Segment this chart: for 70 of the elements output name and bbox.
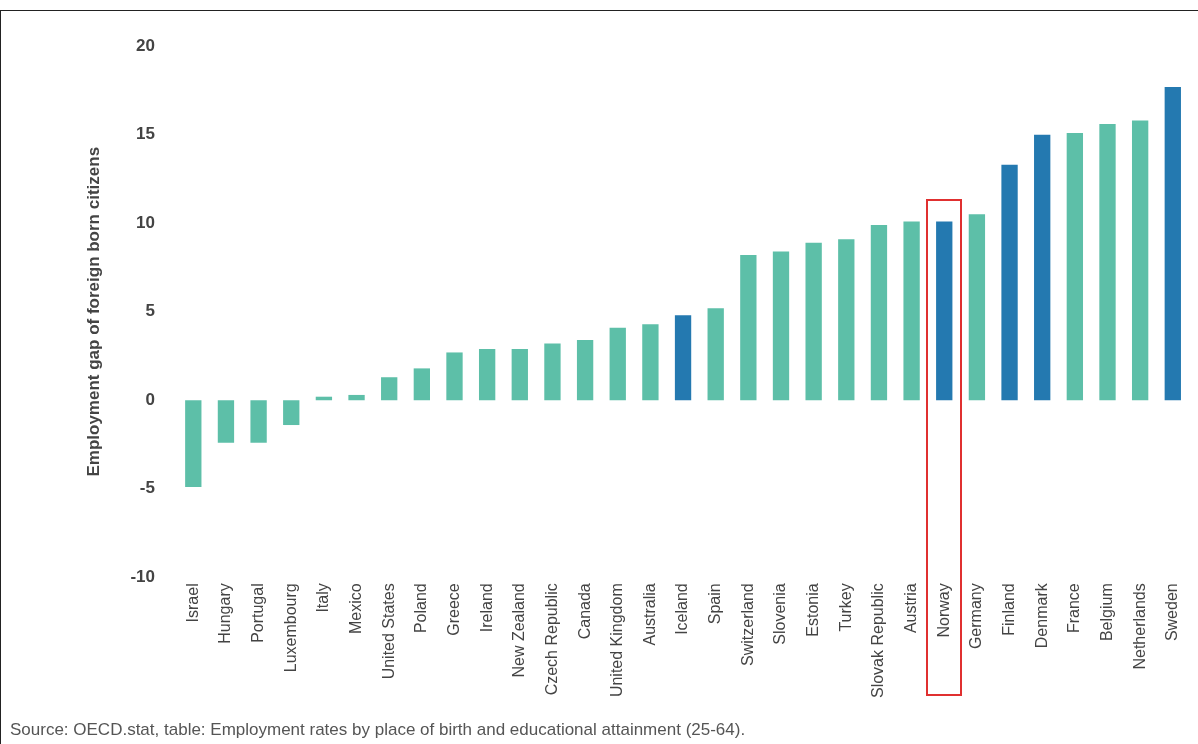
bar	[642, 324, 659, 401]
source-note: Source: OECD.stat, table: Employment rates by place of birth and educational attainment (25-64).	[10, 720, 746, 740]
y-tick-label: -10	[130, 566, 155, 586]
x-tick-label: Italy	[314, 583, 332, 613]
bar	[283, 400, 300, 426]
bar	[838, 239, 855, 401]
bar	[674, 315, 692, 401]
bar	[968, 214, 986, 401]
x-tick-label: Australia	[640, 583, 658, 646]
bar	[413, 368, 431, 401]
bar	[576, 340, 594, 401]
x-tick-label: Slovak Republic	[869, 583, 887, 699]
bar	[740, 255, 757, 401]
bar	[544, 343, 561, 401]
bar	[772, 251, 790, 401]
bar	[511, 348, 528, 401]
bar	[446, 352, 463, 401]
x-tick-label: Germany	[967, 583, 985, 650]
x-tick-label: Ireland	[477, 583, 495, 633]
x-tick-label: United States	[379, 583, 397, 680]
bar	[1131, 120, 1149, 401]
bar	[1001, 164, 1018, 401]
x-tick-label: New Zealand	[510, 583, 528, 678]
x-tick-label: Slovenia	[771, 583, 789, 645]
x-tick-label: Finland	[999, 583, 1017, 636]
y-tick-label: 10	[136, 212, 155, 232]
x-tick-label: Sweden	[1163, 583, 1181, 642]
bar	[1099, 124, 1116, 401]
bar	[250, 400, 267, 443]
x-tick-label: Hungary	[216, 583, 234, 644]
bar	[478, 348, 496, 401]
bar	[1164, 86, 1181, 401]
x-tick-label: Spain	[706, 583, 724, 625]
y-tick-label: 15	[136, 124, 155, 144]
y-axis-title: Employment gap of foreign born citizens	[83, 146, 103, 477]
x-tick-label: Austria	[902, 583, 920, 634]
x-tick-label: Estonia	[804, 583, 822, 637]
x-tick-label: Denmark	[1032, 582, 1050, 649]
bar	[903, 221, 920, 401]
bar	[185, 400, 202, 487]
x-tick-label: Belgium	[1097, 583, 1115, 642]
x-tick-label: Israel	[183, 583, 201, 623]
bar	[609, 327, 626, 401]
x-tick-label: France	[1065, 583, 1083, 634]
bar	[348, 394, 365, 401]
x-tick-label: Iceland	[673, 583, 691, 635]
bar	[381, 377, 398, 401]
bar	[1066, 132, 1084, 401]
x-tick-label: Norway	[934, 583, 952, 638]
x-tick-label: Greece	[444, 583, 462, 636]
bar	[217, 400, 235, 443]
x-tick-label: Luxembourg	[281, 583, 299, 673]
y-tick-label: 0	[145, 389, 155, 409]
x-tick-label: United Kingdom	[608, 583, 626, 698]
bar	[805, 242, 822, 401]
x-tick-label: Turkey	[836, 583, 854, 632]
x-tick-label: Portugal	[249, 583, 266, 643]
x-tick-label: Netherlands	[1130, 583, 1148, 670]
y-tick-label: 5	[145, 301, 155, 321]
x-tick-label: Poland	[412, 583, 430, 634]
x-tick-label: Switzerland	[738, 583, 756, 666]
x-tick-label: Mexico	[346, 583, 364, 634]
bar	[1034, 134, 1051, 401]
y-tick-label: 20	[136, 35, 155, 55]
bar	[707, 308, 724, 401]
y-tick-label: -5	[139, 478, 155, 498]
x-tick-label: Czech Republic	[542, 583, 560, 696]
bar	[870, 225, 888, 401]
bar	[936, 221, 953, 401]
x-tick-label: Canada	[575, 583, 593, 640]
